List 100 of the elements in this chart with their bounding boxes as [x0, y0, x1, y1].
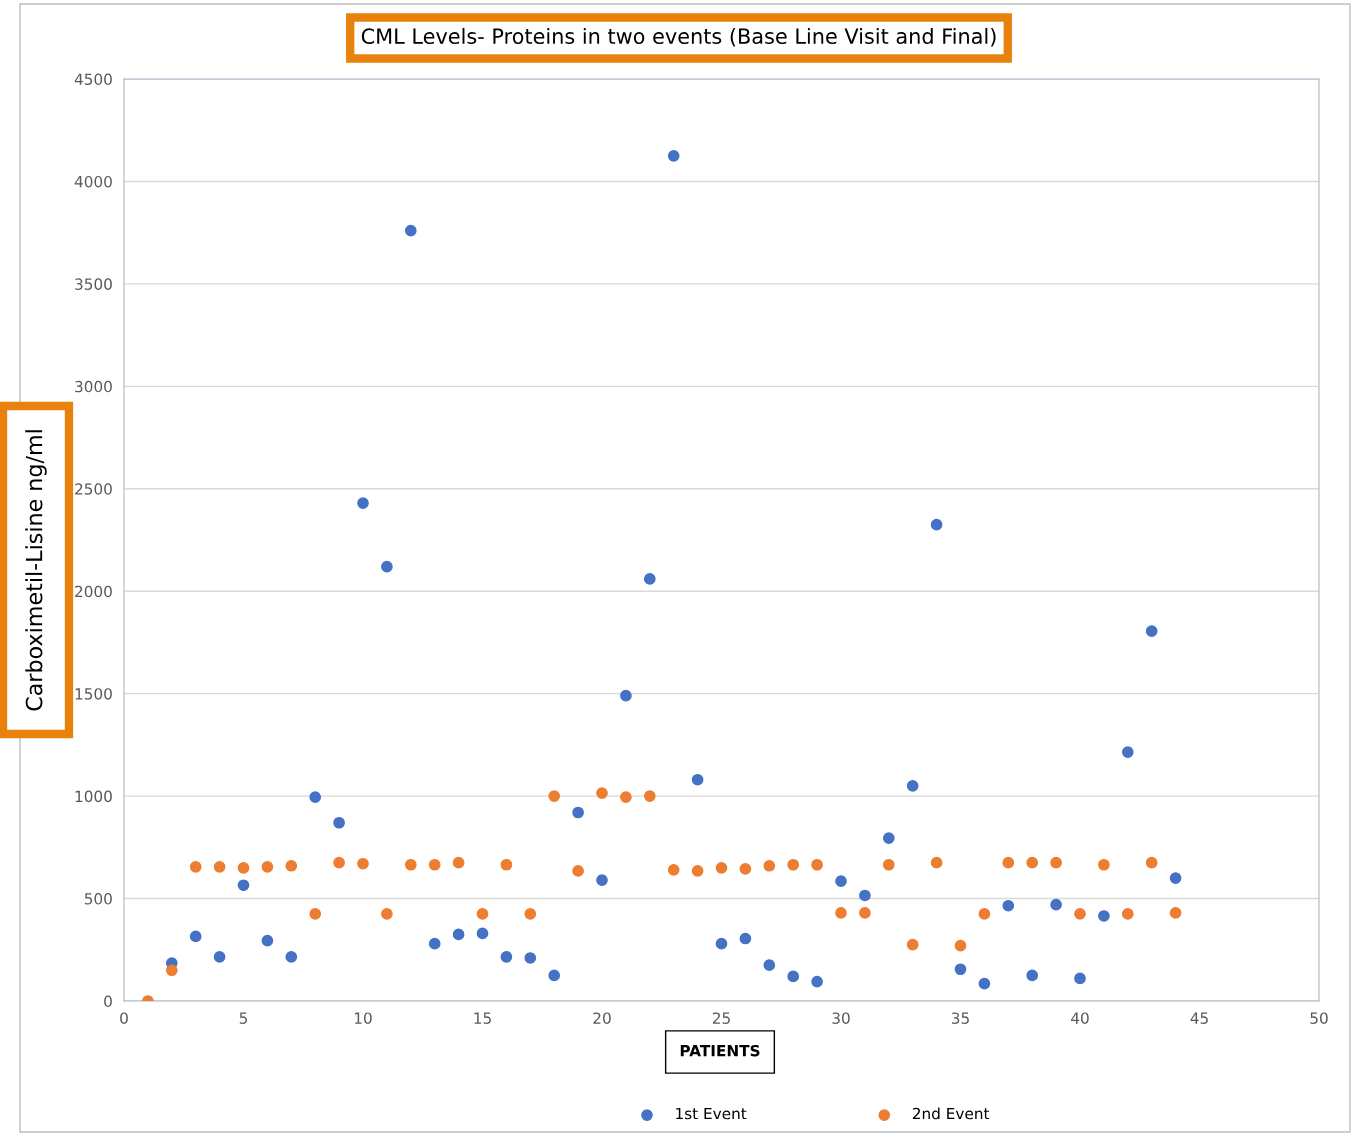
- point: [763, 859, 776, 872]
- point: [1002, 899, 1015, 912]
- y-tick-label: 0: [104, 995, 112, 1008]
- point: [715, 937, 728, 950]
- point: [763, 959, 776, 971]
- point: [1121, 908, 1134, 920]
- point: [643, 790, 656, 802]
- point: [954, 939, 967, 952]
- point: [1026, 856, 1039, 869]
- y-tick-label: 2000: [75, 585, 112, 598]
- x-tick-label: 30: [832, 1012, 850, 1024]
- legend-label: 1st Event: [676, 1107, 747, 1120]
- x-tick-label: 10: [354, 1012, 372, 1024]
- point: [667, 149, 680, 162]
- point: [1098, 910, 1110, 922]
- point: [954, 963, 967, 976]
- x-tick-label: 0: [120, 1012, 128, 1024]
- point: [1026, 969, 1039, 982]
- point: [500, 951, 513, 963]
- point: [620, 791, 632, 803]
- x-tick-label: 45: [1190, 1012, 1208, 1024]
- point: [811, 975, 823, 988]
- point: [1050, 856, 1062, 869]
- y-tick-label: 3000: [75, 380, 112, 393]
- point: [189, 860, 202, 873]
- point: [165, 964, 178, 977]
- point: [620, 689, 632, 702]
- point: [237, 879, 250, 892]
- point: [882, 858, 895, 871]
- point: [428, 937, 441, 950]
- y-tick-label: 1000: [75, 790, 112, 803]
- point: [572, 806, 584, 819]
- point: [643, 573, 656, 585]
- y-axis-title: Carboximetil-Lisine ng/ml: [25, 430, 47, 711]
- point: [882, 832, 895, 844]
- point: [524, 908, 537, 920]
- point: [189, 930, 202, 943]
- point: [285, 859, 298, 872]
- point: [1121, 746, 1134, 758]
- point: [572, 865, 584, 877]
- point: [476, 927, 489, 940]
- x-tick-label: 25: [712, 1012, 730, 1024]
- x-tick-label: 20: [593, 1012, 611, 1024]
- point: [1169, 907, 1182, 919]
- point: [667, 864, 680, 876]
- point: [859, 889, 871, 902]
- point: [333, 816, 345, 829]
- point: [1050, 898, 1062, 911]
- point: [930, 518, 943, 531]
- point: [859, 907, 871, 919]
- point: [452, 928, 465, 941]
- legend-label: 2nd Event: [912, 1107, 990, 1120]
- point: [1145, 856, 1158, 869]
- point: [381, 908, 393, 920]
- x-tick-label: 5: [239, 1012, 248, 1024]
- point: [811, 858, 823, 871]
- x-axis-title: PATIENTS: [680, 1044, 760, 1057]
- point: [500, 858, 513, 871]
- point: [978, 908, 991, 920]
- point: [261, 934, 274, 947]
- point: [548, 969, 561, 982]
- point: [428, 858, 441, 871]
- point: [213, 951, 226, 963]
- point: [285, 951, 298, 963]
- x-tick-label: 15: [474, 1012, 491, 1024]
- point: [1074, 972, 1086, 985]
- point: [715, 861, 728, 874]
- point: [930, 856, 943, 869]
- chart-title: CML Levels- Proteins in two events (Base Line Visit and Final): [361, 27, 996, 47]
- point: [404, 858, 417, 871]
- point: [357, 857, 369, 870]
- y-tick-label: 500: [84, 893, 112, 905]
- x-tick-label: 40: [1071, 1012, 1089, 1024]
- x-tick-label: 35: [951, 1012, 969, 1024]
- point: [381, 560, 393, 573]
- point: [596, 874, 608, 886]
- point: [476, 908, 489, 920]
- point: [787, 858, 800, 871]
- point: [404, 224, 417, 237]
- point: [1002, 856, 1015, 869]
- point: [739, 863, 752, 875]
- point: [906, 780, 919, 792]
- y-tick-label: 3500: [75, 278, 112, 290]
- y-tick-label: 2500: [75, 483, 112, 495]
- point: [1074, 908, 1086, 920]
- point: [213, 860, 226, 873]
- y-tick-label: 1500: [75, 688, 112, 700]
- y-tick-label: 4000: [74, 175, 112, 188]
- point: [787, 970, 800, 983]
- y-tick-label: 4500: [74, 73, 112, 86]
- point: [261, 860, 274, 873]
- point: [1169, 872, 1182, 884]
- point: [548, 790, 561, 802]
- point: [978, 977, 991, 990]
- point: [596, 787, 608, 799]
- point: [309, 908, 322, 920]
- point: [309, 791, 322, 803]
- x-tick-label: 50: [1310, 1012, 1328, 1024]
- point: [333, 856, 345, 869]
- point: [1145, 625, 1158, 638]
